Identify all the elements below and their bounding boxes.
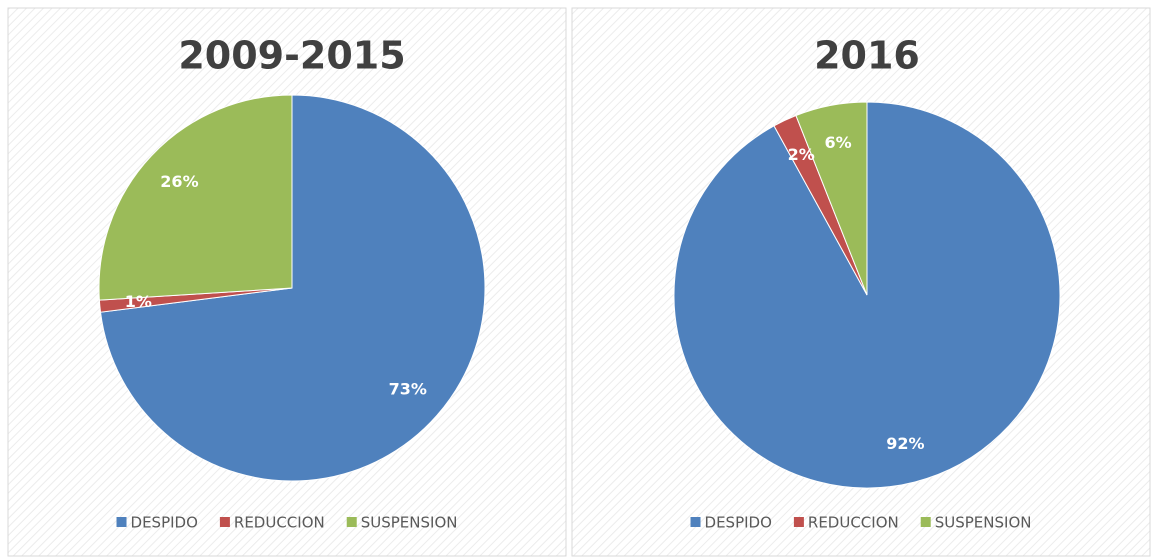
legend-label: DESPIDO (705, 514, 772, 532)
chart-title: 2016 (814, 34, 920, 78)
data-label: 26% (160, 172, 198, 191)
legend-swatch (920, 517, 931, 527)
data-label: 92% (886, 434, 924, 453)
data-label: 1% (125, 292, 152, 311)
chart-title: 2009-2015 (178, 34, 405, 78)
legend-swatch (116, 517, 127, 527)
data-label: 6% (824, 133, 851, 152)
pie-slice (99, 94, 486, 482)
legend-swatch (690, 517, 701, 527)
legend-label: DESPIDO (131, 514, 198, 532)
legend-swatch (346, 517, 357, 527)
data-label: 73% (389, 380, 427, 399)
legend-label: REDUCCION (808, 514, 899, 532)
legend-label: SUSPENSION (935, 514, 1032, 532)
legend-swatch (793, 517, 804, 527)
legend-label: SUSPENSION (361, 514, 458, 532)
legend-swatch (219, 517, 230, 527)
data-label: 2% (788, 145, 815, 164)
legend-label: REDUCCION (234, 514, 325, 532)
pie-slice (795, 101, 868, 296)
pie-slice (98, 94, 293, 301)
